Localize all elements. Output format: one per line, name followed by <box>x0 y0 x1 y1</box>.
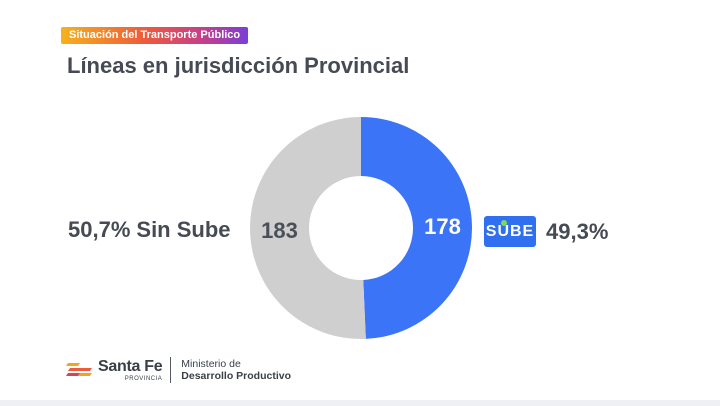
footer-divider <box>170 357 172 383</box>
slice-value-sin-sube: 183 <box>261 218 298 243</box>
page-title: Líneas en jurisdicción Provincial <box>67 53 410 78</box>
brand: Santa Fe PROVINCIA <box>98 357 163 383</box>
sin-sube-text: Sin Sube <box>136 217 231 242</box>
ministry-line-1: Ministerio de <box>181 358 241 370</box>
sube-logo-be: BE <box>510 222 535 240</box>
santa-fe-logo-icon <box>66 363 92 376</box>
sube-label: S U BE 49,3% <box>484 216 608 247</box>
donut-chart: 183 178 <box>249 116 473 340</box>
sube-logo-u: U <box>497 219 510 240</box>
sube-percent: 49,3% <box>546 218 609 244</box>
bottom-strip <box>0 400 720 406</box>
section-tag: Situación del Transporte Público <box>61 27 249 44</box>
sin-sube-label: 50,7% Sin Sube <box>68 217 231 243</box>
slice-sube <box>361 117 473 339</box>
sin-sube-percent: 50,7% <box>68 217 131 242</box>
donut-chart-svg: 183 178 <box>250 117 473 339</box>
slice-sin-sube <box>250 117 366 339</box>
ministry-name: Ministerio de Desarrollo Productivo <box>181 358 291 382</box>
brand-name: Santa Fe <box>98 357 163 375</box>
brand-sub: PROVINCIA <box>124 375 163 382</box>
slice-value-sube: 178 <box>424 214 461 239</box>
ministry-line-2: Desarrollo Productivo <box>181 370 291 382</box>
footer: Santa Fe PROVINCIA Ministerio de Desarro… <box>66 357 291 383</box>
sube-logo-s: S <box>485 222 498 240</box>
sube-logo: S U BE <box>484 216 536 247</box>
